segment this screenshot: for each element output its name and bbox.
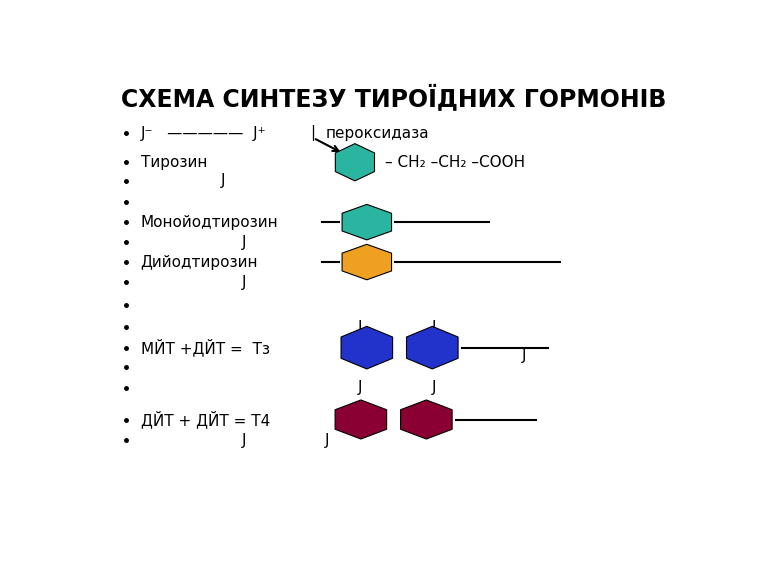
Text: J: J [358,320,362,335]
Text: J: J [432,320,437,335]
Text: Дийодтирозин: Дийодтирозин [141,255,258,270]
Polygon shape [336,143,375,181]
Text: J: J [221,173,226,188]
Text: ДЙТ + ДЙТ = Т4: ДЙТ + ДЙТ = Т4 [141,411,270,429]
Polygon shape [342,204,392,240]
Polygon shape [406,327,458,369]
Text: J: J [358,380,362,395]
Text: – CH₂ –CH₂ –COOH: – CH₂ –CH₂ –COOH [385,155,525,170]
Text: пероксидаза: пероксидаза [325,126,429,141]
Text: J: J [521,348,526,363]
Text: МЙТ +ДЙТ =  Тз: МЙТ +ДЙТ = Тз [141,339,270,357]
Text: Монойодтирозин: Монойодтирозин [141,215,278,230]
Text: J: J [242,433,247,448]
Text: J: J [432,380,437,395]
Polygon shape [342,244,392,280]
Polygon shape [335,400,386,439]
Text: J: J [325,433,329,448]
Text: Тирозин: Тирозин [141,155,207,170]
Polygon shape [401,400,452,439]
Text: СХЕМА СИНТЕЗУ ТИРОЇДНИХ ГОРМОНІВ: СХЕМА СИНТЕЗУ ТИРОЇДНИХ ГОРМОНІВ [121,85,667,112]
Text: |: | [310,126,316,142]
Text: J⁻   —————  J⁺: J⁻ ————— J⁺ [141,126,266,141]
Text: J: J [242,275,247,290]
Polygon shape [341,327,392,369]
Text: J: J [242,234,247,249]
